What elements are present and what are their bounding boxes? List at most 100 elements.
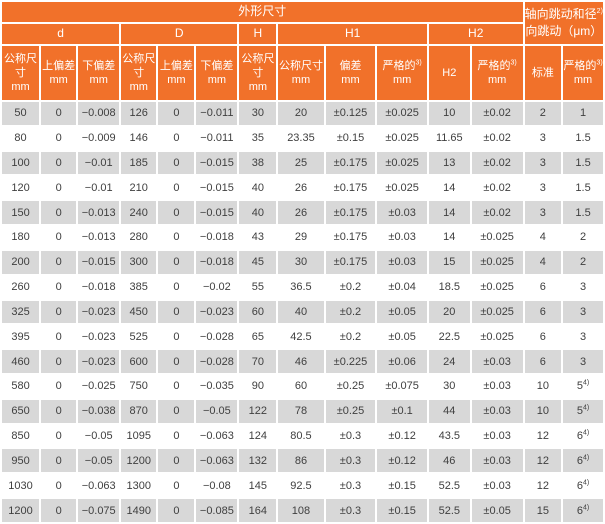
table-cell: 64) bbox=[563, 449, 603, 473]
table-cell: 0 bbox=[41, 176, 77, 200]
table-cell: −0.05 bbox=[78, 449, 120, 473]
table-cell: 0 bbox=[158, 499, 195, 522]
table-cell: 325 bbox=[2, 300, 40, 324]
table-cell: −0.05 bbox=[196, 399, 238, 423]
table-cell: 1.5 bbox=[563, 176, 603, 200]
table-cell: ±0.03 bbox=[471, 474, 523, 497]
table-cell: −0.028 bbox=[196, 350, 238, 373]
table-body: 50 0 −0.008 126 0 −0.011 30 20 ±0.125 ±0.025 10 ±0.… bbox=[2, 102, 603, 522]
table-cell: 1030 bbox=[2, 474, 40, 497]
table-cell: 80 bbox=[2, 126, 40, 150]
table-cell: 40 bbox=[239, 176, 277, 200]
header-group-D: D bbox=[121, 24, 238, 44]
table-cell: 40 bbox=[239, 201, 277, 225]
table-cell: 0 bbox=[158, 374, 195, 398]
col-label: 上偏差 bbox=[159, 59, 193, 72]
table-cell: ±0.225 bbox=[325, 350, 376, 373]
table-cell: 3 bbox=[524, 176, 562, 200]
table-cell: 13 bbox=[428, 151, 470, 175]
table-cell: 120 bbox=[2, 176, 40, 200]
table-row: 395 0 −0.023 525 0 −0.028 65 42.5 ±0.2 ±0.05 22.5 ±… bbox=[2, 325, 603, 349]
col-unit: mm bbox=[167, 74, 186, 86]
table-cell: −0.063 bbox=[196, 424, 238, 448]
table-cell: 850 bbox=[2, 424, 40, 448]
superscript-note: 4) bbox=[583, 503, 590, 511]
table-cell: 200 bbox=[2, 250, 40, 274]
table-row: 260 0 −0.018 385 0 −0.02 55 36.5 ±0.2 ±0.04 18.5 ±0… bbox=[2, 275, 603, 299]
table-cell: 870 bbox=[121, 399, 157, 423]
table-header: 外形尺寸 轴向跳动和径2) 向跳动（μm） d D H H1 H2 公称尺寸 mm… bbox=[2, 2, 603, 100]
table-cell: ±0.3 bbox=[325, 449, 376, 473]
header-row-columns: 公称尺寸 mm 上偏差 mm 下偏差 mm 公称尺寸 mm 上偏差 mm 下偏差 mm 公称… bbox=[2, 46, 603, 100]
table-cell: −0.08 bbox=[196, 474, 238, 497]
table-cell: −0.01 bbox=[78, 176, 120, 200]
table-cell: −0.075 bbox=[78, 499, 120, 522]
superscript-note: 4) bbox=[583, 454, 590, 462]
table-cell: 14 bbox=[428, 226, 470, 249]
superscript-note: 4) bbox=[583, 478, 590, 486]
table-cell: 0 bbox=[158, 449, 195, 473]
table-cell: 12 bbox=[524, 424, 562, 448]
runout-line1: 轴向跳动和径2) bbox=[525, 6, 603, 23]
table-cell: 0 bbox=[41, 474, 77, 497]
table-cell: −0.035 bbox=[196, 374, 238, 398]
col-header-D-nominal: 公称尺寸 mm bbox=[121, 46, 157, 100]
table-cell: ±0.06 bbox=[377, 350, 427, 373]
col-label: 公称尺寸 bbox=[278, 59, 323, 72]
table-cell: ±0.03 bbox=[471, 374, 523, 398]
col-header-H1-strict: 严格的3) mm bbox=[377, 46, 427, 100]
table-cell: 164 bbox=[239, 499, 277, 522]
table-cell: 260 bbox=[2, 275, 40, 299]
table-cell: 3 bbox=[524, 126, 562, 150]
table-cell: 0 bbox=[158, 176, 195, 200]
col-unit: mm bbox=[49, 74, 68, 86]
table-row: 950 0 −0.05 1200 0 −0.063 132 86 ±0.3 ±0.12 46 ±0.0… bbox=[2, 449, 603, 473]
table-cell: 950 bbox=[2, 449, 40, 473]
col-header-d-upper-dev: 上偏差 mm bbox=[41, 46, 77, 100]
table-cell: 60 bbox=[239, 300, 277, 324]
table-cell: 1200 bbox=[121, 449, 157, 473]
table-cell: −0.018 bbox=[196, 250, 238, 274]
table-cell: 0 bbox=[158, 250, 195, 274]
table-cell: 10 bbox=[524, 399, 562, 423]
table-cell: 145 bbox=[239, 474, 277, 497]
table-cell: 78 bbox=[278, 399, 324, 423]
table-cell: 0 bbox=[41, 250, 77, 274]
table-cell: 30 bbox=[278, 250, 324, 274]
table-cell: 0 bbox=[41, 374, 77, 398]
table-cell: ±0.03 bbox=[377, 250, 427, 274]
table-cell: 300 bbox=[121, 250, 157, 274]
table-cell: −0.013 bbox=[78, 226, 120, 249]
table-cell: 36.5 bbox=[278, 275, 324, 299]
table-cell: 450 bbox=[121, 300, 157, 324]
table-cell: 0 bbox=[158, 424, 195, 448]
table-cell: −0.011 bbox=[196, 102, 238, 125]
table-cell: 1.5 bbox=[563, 126, 603, 150]
table-cell: 0 bbox=[41, 300, 77, 324]
table-cell: 6 bbox=[524, 325, 562, 349]
table-cell: −0.023 bbox=[78, 325, 120, 349]
table-cell: 22.5 bbox=[428, 325, 470, 349]
table-cell: ±0.075 bbox=[377, 374, 427, 398]
table-row: 650 0 −0.038 870 0 −0.05 122 78 ±0.25 ±0.1 44 ±0.03… bbox=[2, 399, 603, 423]
table-cell: −0.013 bbox=[78, 201, 120, 225]
table-cell: 6 bbox=[524, 350, 562, 373]
table-cell: ±0.02 bbox=[471, 126, 523, 150]
table-cell: ±0.2 bbox=[325, 275, 376, 299]
table-cell: ±0.025 bbox=[471, 325, 523, 349]
table-cell: ±0.3 bbox=[325, 424, 376, 448]
table-cell: −0.038 bbox=[78, 399, 120, 423]
table-cell: 146 bbox=[121, 126, 157, 150]
col-header-runout-standard: 标准 bbox=[524, 46, 562, 100]
table-cell: 2 bbox=[563, 250, 603, 274]
superscript-note: 4) bbox=[583, 404, 590, 412]
table-cell: 92.5 bbox=[278, 474, 324, 497]
table-cell: ±0.03 bbox=[471, 424, 523, 448]
table-cell: 43.5 bbox=[428, 424, 470, 448]
col-header-H2: H2 bbox=[428, 46, 470, 100]
table-cell: 64) bbox=[563, 499, 603, 522]
table-cell: ±0.02 bbox=[471, 201, 523, 225]
table-cell: −0.015 bbox=[196, 201, 238, 225]
table-cell: 0 bbox=[41, 201, 77, 225]
table-cell: 30 bbox=[239, 102, 277, 125]
